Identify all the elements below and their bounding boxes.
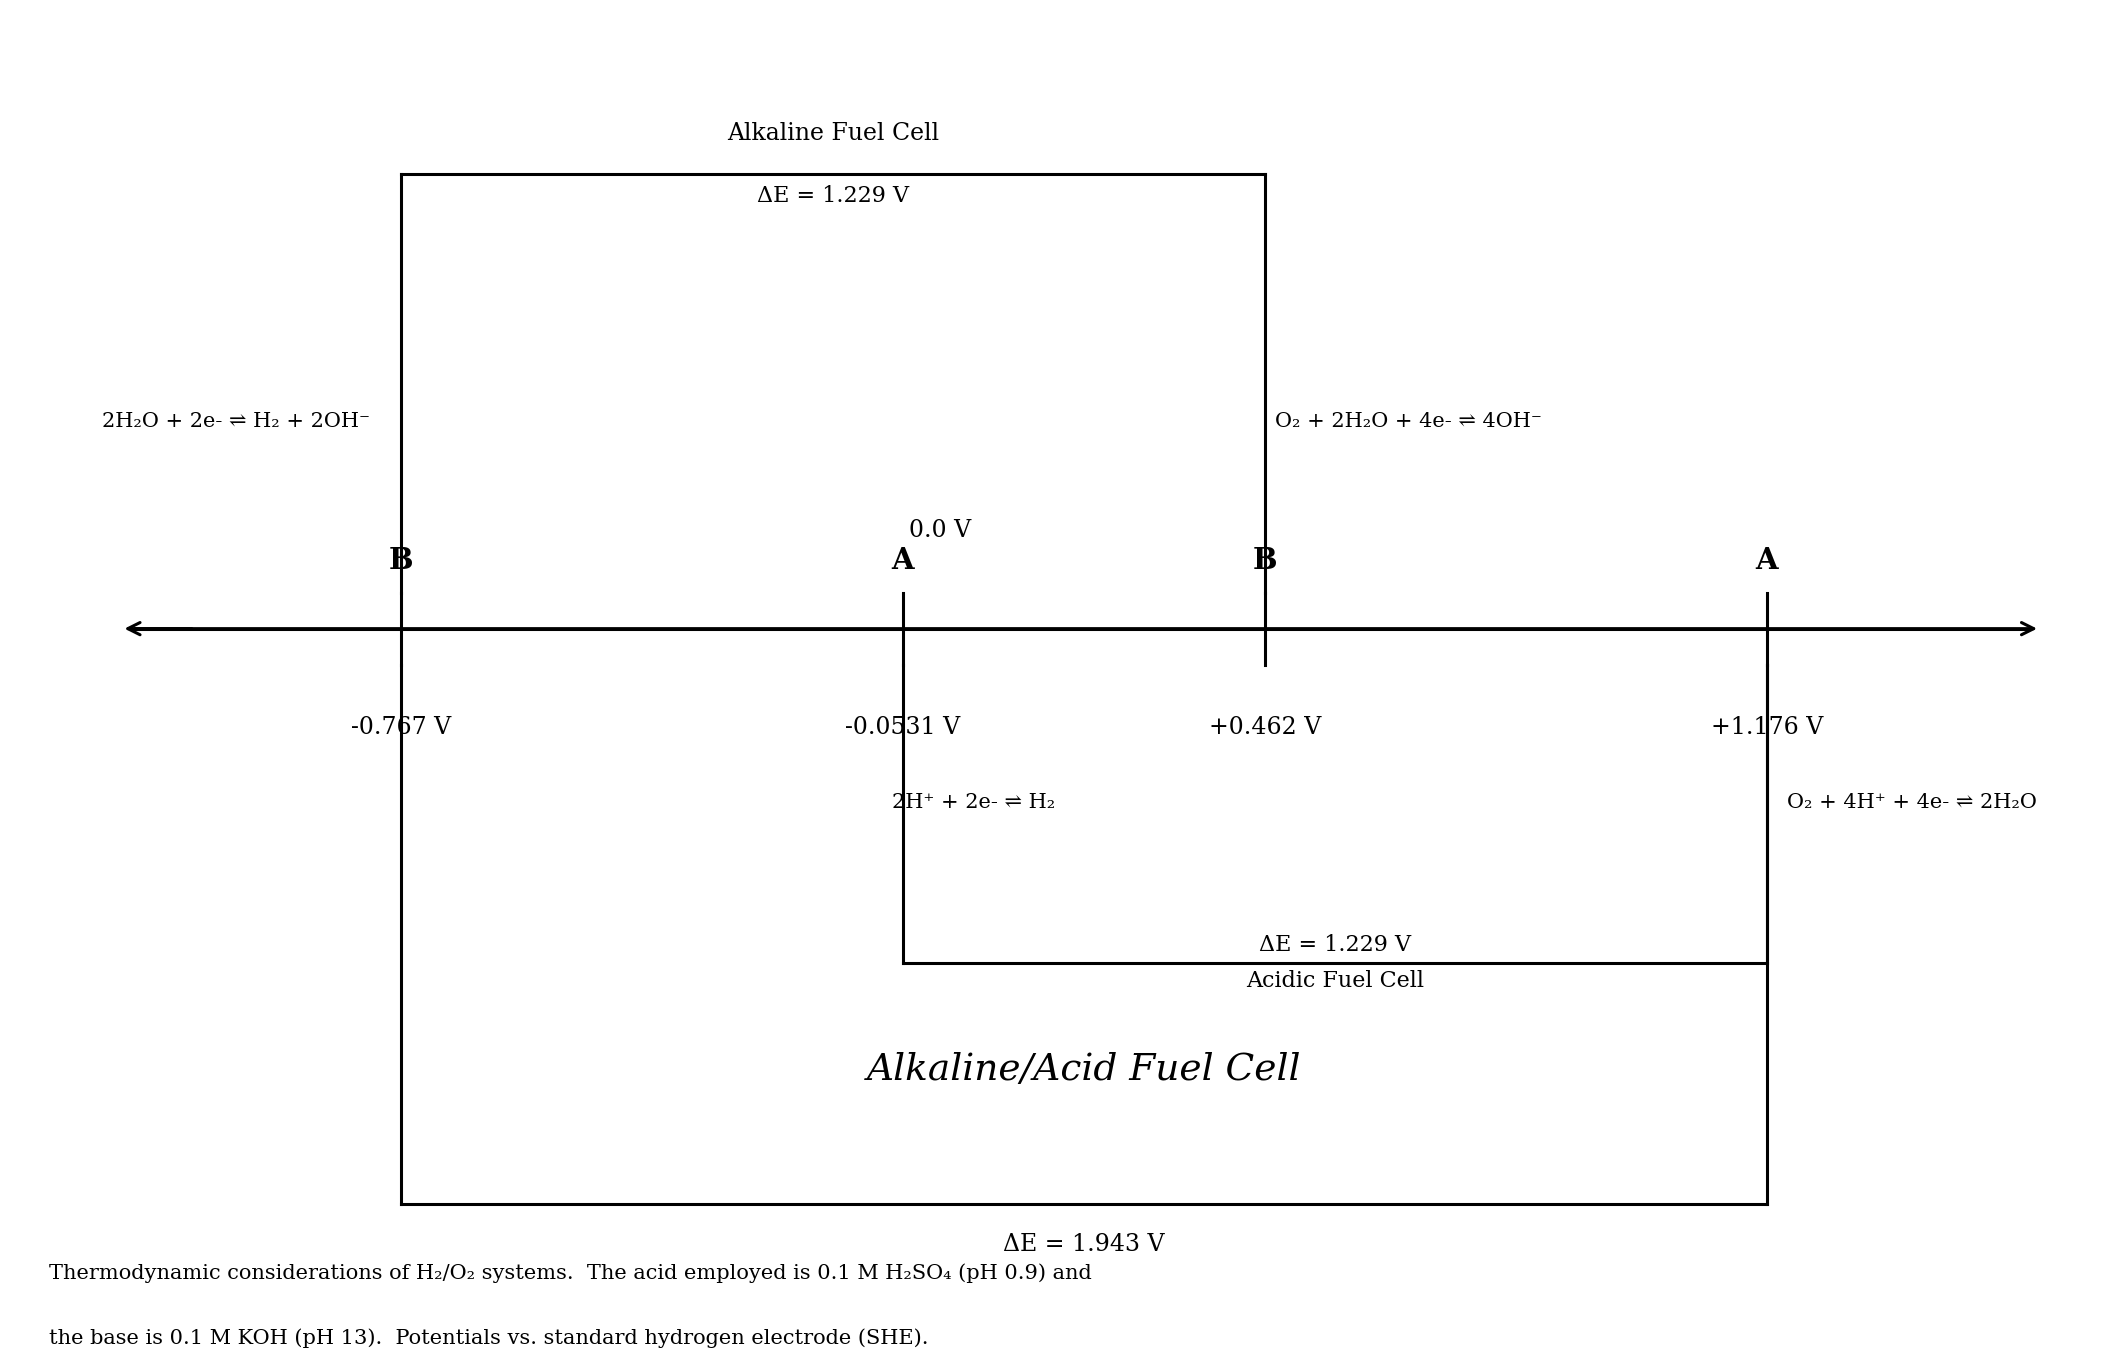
Text: 0.0 V: 0.0 V — [909, 519, 971, 542]
Text: -0.767 V: -0.767 V — [350, 716, 452, 739]
Text: +1.176 V: +1.176 V — [1711, 716, 1823, 739]
Text: Alkaline Fuel Cell: Alkaline Fuel Cell — [728, 122, 939, 145]
Text: O₂ + 2H₂O + 4e- ⇌ 4OH⁻: O₂ + 2H₂O + 4e- ⇌ 4OH⁻ — [1274, 411, 1542, 430]
Text: Alkaline/Acid Fuel Cell: Alkaline/Acid Fuel Cell — [867, 1052, 1302, 1088]
Text: Thermodynamic considerations of H₂/O₂ systems.  The acid employed is 0.1 M H₂SO₄: Thermodynamic considerations of H₂/O₂ sy… — [49, 1264, 1091, 1283]
Text: 2H₂O + 2e- ⇌ H₂ + 2OH⁻: 2H₂O + 2e- ⇌ H₂ + 2OH⁻ — [101, 411, 369, 430]
Text: Acidic Fuel Cell: Acidic Fuel Cell — [1245, 970, 1424, 991]
Text: ΔE = 1.229 V: ΔE = 1.229 V — [1260, 934, 1412, 956]
Text: -0.0531 V: -0.0531 V — [846, 716, 960, 739]
Text: ΔE = 1.943 V: ΔE = 1.943 V — [1002, 1233, 1165, 1256]
Text: the base is 0.1 M KOH (pH 13).  Potentials vs. standard hydrogen electrode (SHE): the base is 0.1 M KOH (pH 13). Potential… — [49, 1328, 928, 1347]
Text: B: B — [388, 546, 414, 576]
Text: 2H⁺ + 2e- ⇌ H₂: 2H⁺ + 2e- ⇌ H₂ — [893, 793, 1055, 812]
Text: B: B — [1253, 546, 1277, 576]
Text: O₂ + 4H⁺ + 4e- ⇌ 2H₂O: O₂ + 4H⁺ + 4e- ⇌ 2H₂O — [1787, 793, 2038, 812]
Text: +0.462 V: +0.462 V — [1209, 716, 1321, 739]
Text: A: A — [893, 546, 914, 576]
Text: ΔE = 1.229 V: ΔE = 1.229 V — [757, 185, 909, 206]
Text: A: A — [1756, 546, 1779, 576]
